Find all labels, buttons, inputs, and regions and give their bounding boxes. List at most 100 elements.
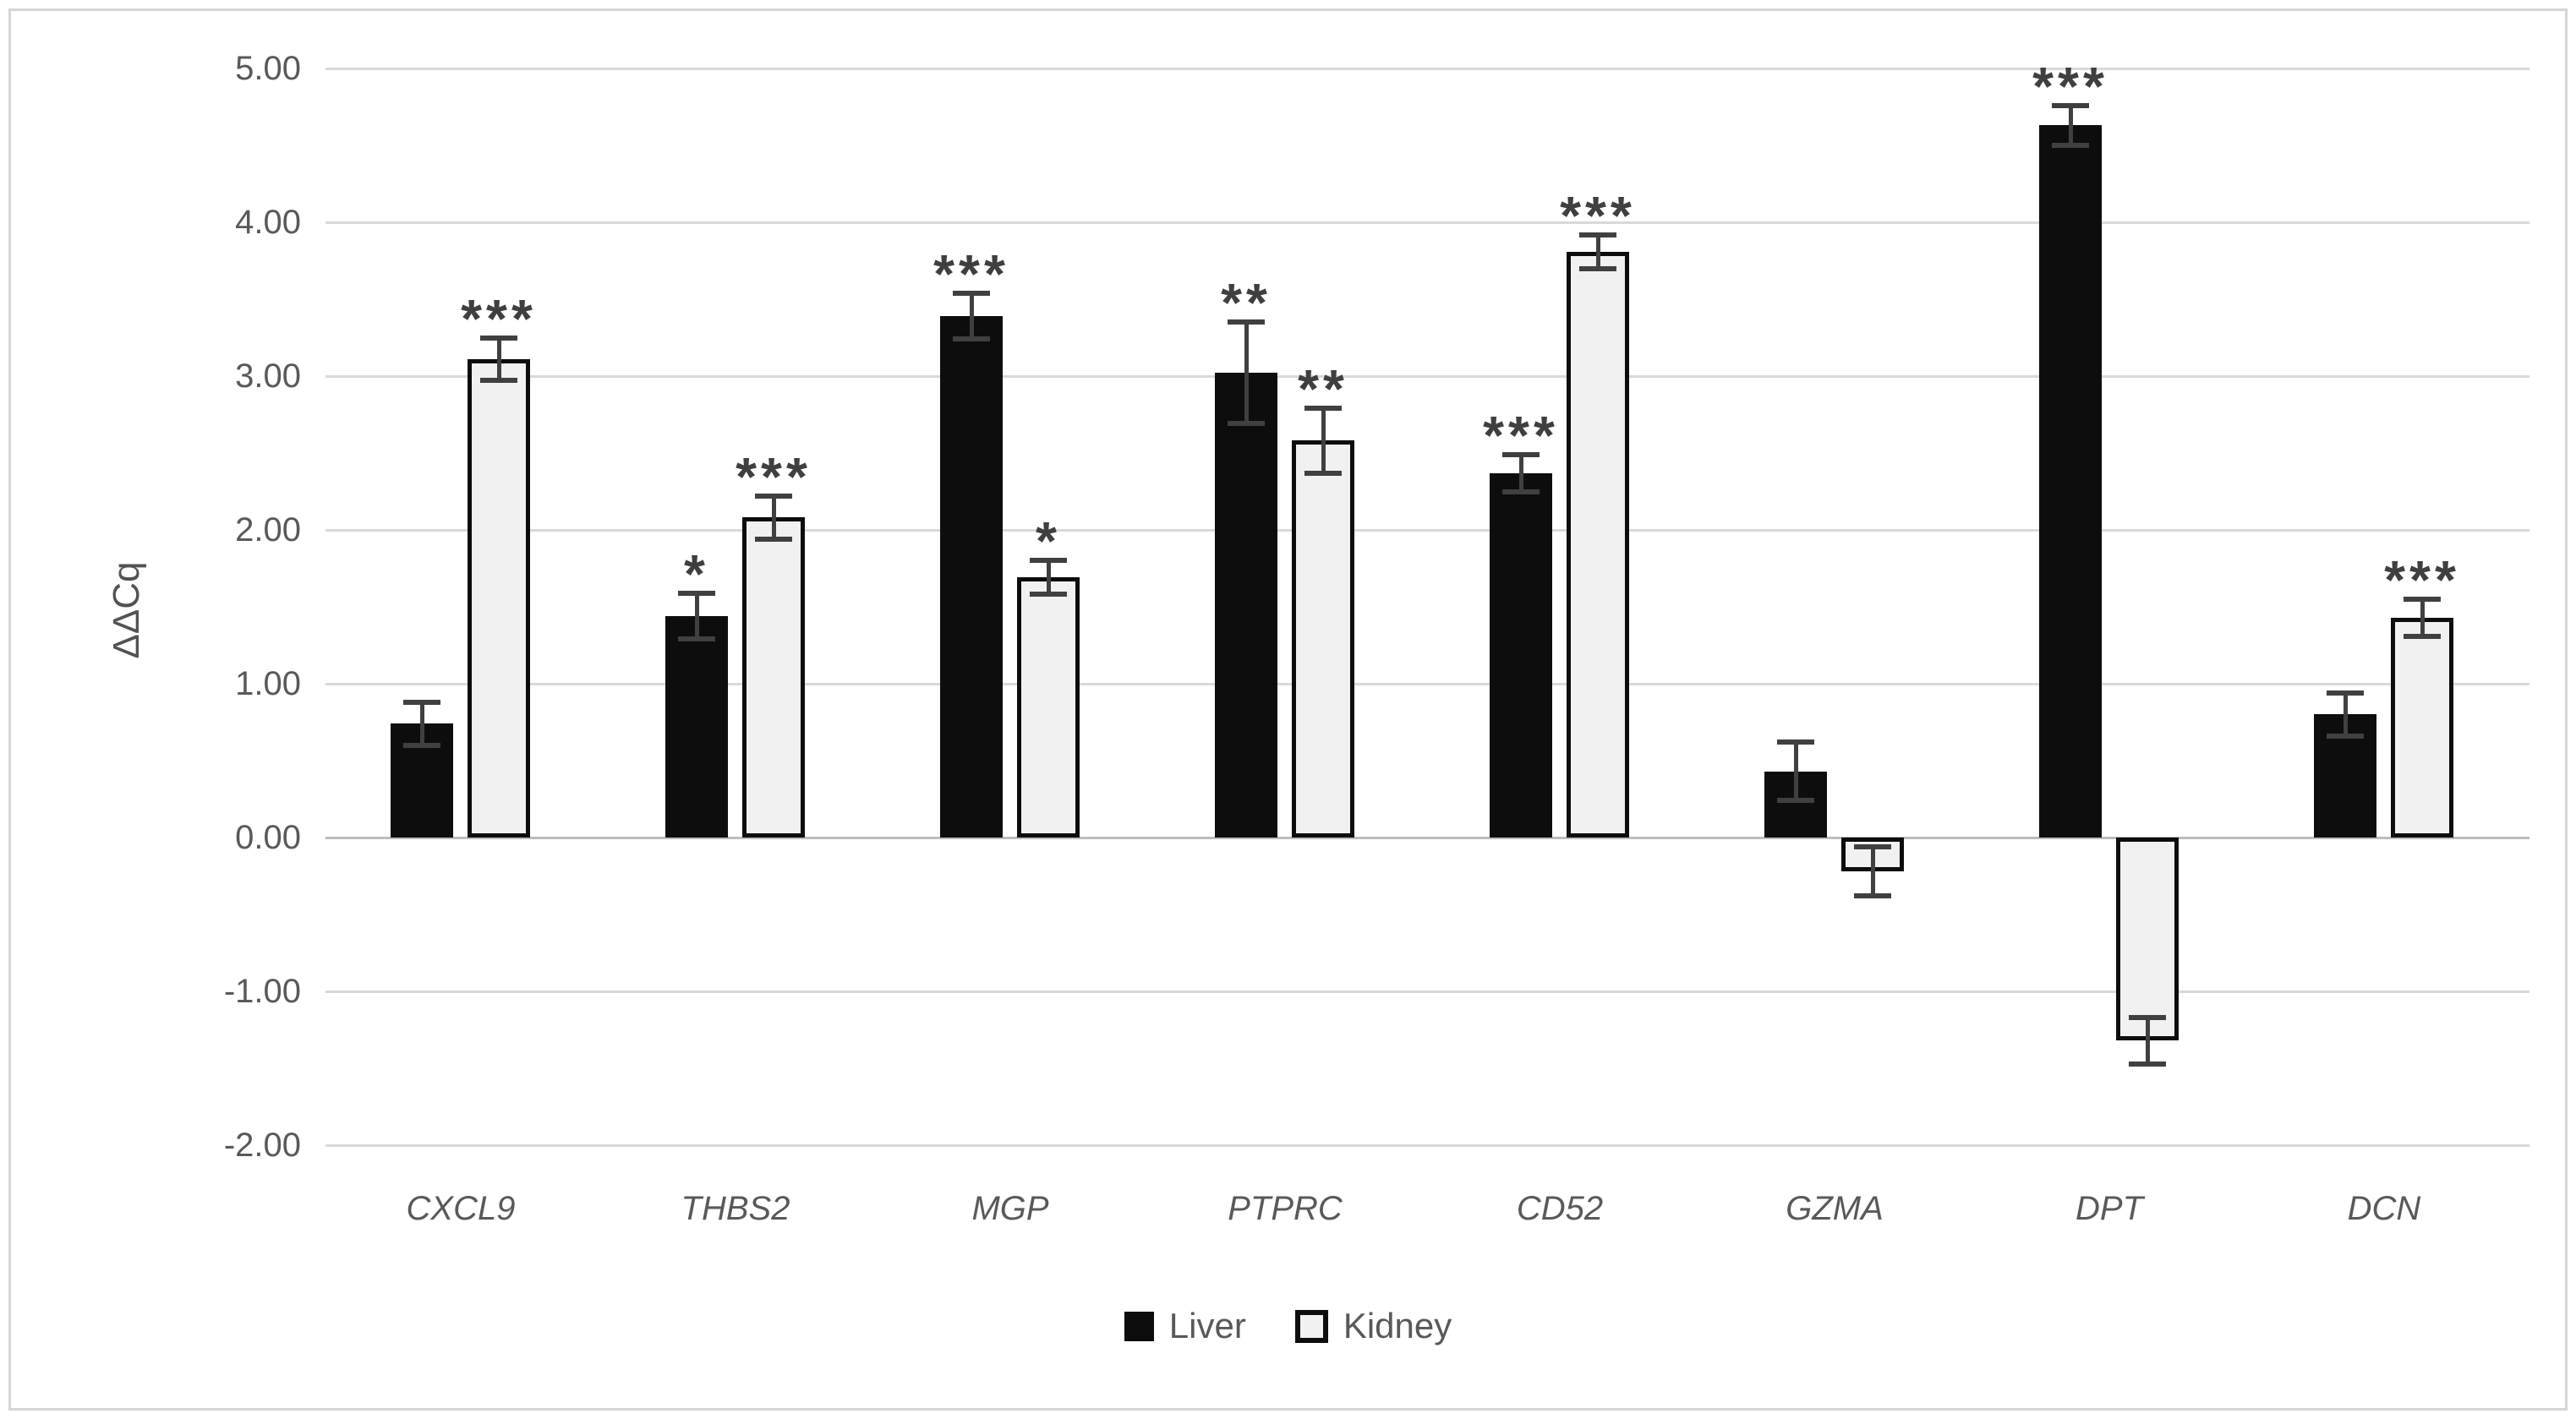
bar-kidney-DCN [2391, 617, 2453, 838]
bar-kidney-MGP [1017, 577, 1080, 838]
error-cap-bottom-liver-THBS2 [678, 636, 715, 642]
error-bar-kidney-PTPRC [1321, 408, 1326, 473]
error-bar-liver-CD52 [1519, 454, 1523, 492]
error-cap-top-liver-CXCL9 [403, 699, 440, 705]
y-axis-title: ΔΔCq [106, 561, 147, 659]
kidney-series-swatch [1294, 1309, 1328, 1343]
error-cap-bottom-kidney-MGP [1030, 592, 1067, 598]
error-cap-bottom-kidney-PTPRC [1304, 470, 1342, 476]
significance-kidney-CXCL9: *** [461, 287, 537, 349]
error-cap-top-kidney-DPT [2129, 1014, 2166, 1020]
x-axis-label-MGP: MGP [971, 1190, 1049, 1227]
y-tick-label-2.00: 2.00 [235, 511, 301, 548]
significance-kidney-DCN: *** [2384, 548, 2460, 610]
x-axis-label-PTPRC: PTPRC [1228, 1190, 1343, 1227]
legend-item-kidney: Kidney [1294, 1306, 1452, 1346]
significance-kidney-CD52: *** [1560, 184, 1636, 246]
error-bar-kidney-CXCL9 [497, 337, 501, 381]
error-cap-bottom-liver-DPT [2052, 143, 2089, 148]
error-cap-bottom-liver-PTPRC [1228, 421, 1265, 427]
significance-kidney-THBS2: *** [736, 445, 812, 507]
error-cap-top-kidney-MGP [1030, 558, 1067, 564]
y-tick-label-3.00: 3.00 [235, 357, 301, 395]
bar-liver-CD52 [1490, 472, 1552, 838]
significance-liver-PTPRC: ** [1221, 272, 1272, 334]
x-axis-label-GZMA: GZMA [1786, 1190, 1884, 1227]
error-cap-bottom-liver-CD52 [1502, 488, 1540, 494]
error-bar-kidney-DPT [2146, 1017, 2150, 1064]
gridline-3.00 [325, 375, 2530, 378]
y-tick-label--1.00: -1.00 [223, 973, 301, 1010]
bar-liver-THBS2 [665, 615, 728, 838]
gridline--1.00 [325, 991, 2530, 993]
legend: Liver Kidney [0, 1296, 2576, 1356]
bar-kidney-CD52 [1567, 251, 1629, 838]
bar-kidney-DPT [2116, 838, 2179, 1041]
significance-liver-MGP: *** [933, 243, 1009, 304]
error-cap-top-liver-CD52 [1502, 451, 1540, 457]
gridline-0.00 [325, 837, 2530, 839]
error-cap-bottom-kidney-GZMA [1854, 893, 1891, 899]
error-cap-top-liver-PTPRC [1228, 319, 1265, 325]
error-bar-liver-CXCL9 [420, 701, 424, 745]
gridline-1.00 [325, 683, 2530, 685]
y-tick-label-4.00: 4.00 [235, 204, 301, 241]
gridline--2.00 [325, 1144, 2530, 1147]
error-cap-top-liver-DPT [2052, 102, 2089, 108]
error-bar-kidney-GZMA [1871, 846, 1875, 897]
bar-liver-MGP [940, 316, 1003, 838]
y-tick-label--2.00: -2.00 [223, 1127, 301, 1164]
error-cap-top-liver-DCN [2327, 690, 2364, 696]
error-cap-bottom-liver-DCN [2327, 733, 2364, 739]
error-cap-top-kidney-GZMA [1854, 843, 1891, 849]
x-axis-label-DCN: DCN [2347, 1190, 2421, 1227]
x-axis-label-CD52: CD52 [1516, 1190, 1604, 1227]
y-tick-label-5.00: 5.00 [235, 50, 301, 87]
error-bar-kidney-DCN [2420, 598, 2425, 636]
bar-kidney-PTPRC [1292, 440, 1354, 838]
x-axis-label-THBS2: THBS2 [681, 1190, 790, 1227]
significance-liver-DPT: *** [2032, 55, 2108, 117]
error-cap-top-liver-GZMA [1777, 740, 1814, 745]
liver-series-swatch [1124, 1311, 1154, 1341]
significance-kidney-MGP: * [1036, 510, 1061, 572]
error-cap-bottom-kidney-THBS2 [755, 536, 792, 542]
error-cap-bottom-liver-MGP [953, 336, 990, 342]
error-cap-bottom-kidney-CD52 [1579, 265, 1616, 271]
gridline-2.00 [325, 529, 2530, 532]
significance-liver-CD52: *** [1483, 404, 1559, 466]
gridline-4.00 [325, 221, 2530, 224]
error-bar-liver-MGP [970, 292, 974, 340]
error-bar-kidney-MGP [1047, 560, 1051, 595]
error-bar-kidney-CD52 [1596, 234, 1600, 269]
legend-label-kidney: Kidney [1343, 1306, 1452, 1345]
legend-item-liver: Liver [1124, 1306, 1246, 1346]
x-axis-label-CXCL9: CXCL9 [406, 1190, 516, 1227]
error-cap-bottom-kidney-DCN [2404, 633, 2441, 639]
error-cap-bottom-liver-CXCL9 [403, 742, 440, 748]
error-cap-top-kidney-DCN [2404, 596, 2441, 602]
gridline-5.00 [325, 68, 2530, 70]
error-cap-top-kidney-PTPRC [1304, 406, 1342, 412]
error-cap-top-kidney-CD52 [1579, 232, 1616, 237]
legend-label-liver: Liver [1168, 1306, 1246, 1345]
error-cap-top-kidney-CXCL9 [480, 335, 517, 341]
error-bar-kidney-THBS2 [772, 495, 776, 539]
error-bar-liver-PTPRC [1244, 322, 1249, 424]
bar-kidney-THBS2 [742, 517, 805, 838]
x-axis-label-DPT: DPT [2076, 1190, 2143, 1227]
error-cap-top-liver-THBS2 [678, 590, 715, 596]
bar-liver-PTPRC [1215, 373, 1277, 838]
y-tick-label-1.00: 1.00 [235, 665, 301, 702]
significance-liver-THBS2: * [684, 543, 709, 604]
significance-kidney-PTPRC: ** [1298, 358, 1348, 420]
error-bar-liver-DCN [2344, 692, 2348, 736]
error-cap-bottom-kidney-DPT [2129, 1061, 2166, 1067]
error-cap-top-kidney-THBS2 [755, 493, 792, 499]
y-tick-label-0.00: 0.00 [235, 819, 301, 856]
bar-liver-DPT [2039, 125, 2102, 838]
error-bar-liver-THBS2 [695, 592, 699, 640]
error-cap-bottom-liver-GZMA [1777, 798, 1814, 804]
error-bar-liver-DPT [2069, 105, 2073, 145]
